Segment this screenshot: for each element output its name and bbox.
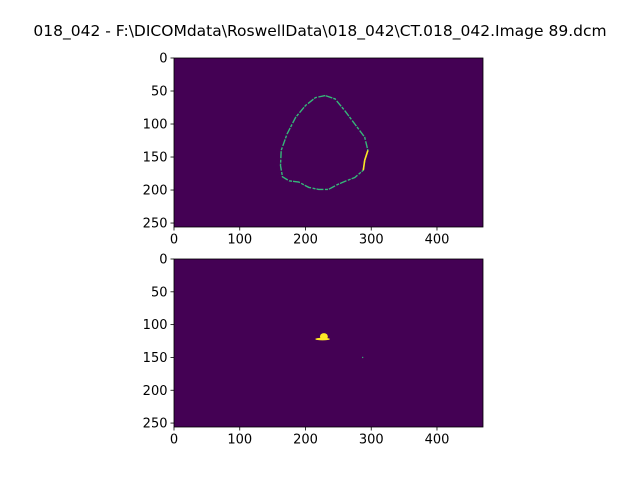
y-tick-label: 250 [143, 417, 168, 432]
x-tick-label: 300 [359, 433, 384, 448]
x-tick-label: 400 [425, 433, 450, 448]
x-tick-label: 200 [293, 233, 318, 248]
image-panel-bottom: 0 100 200 300 400 0 50 100 150 200 250 [143, 253, 484, 448]
y-tick-label: 100 [143, 318, 168, 333]
y-tick-label: 150 [143, 351, 168, 366]
y-tick-label: 0 [159, 253, 167, 268]
figure-title: 018_042 - F:\DICOMdata\RoswellData\018_0… [33, 22, 606, 41]
y-tick-label: 50 [151, 85, 168, 100]
y-tick-label: 250 [143, 217, 168, 232]
y-tick-label: 200 [143, 384, 168, 399]
image-background [174, 58, 483, 227]
blob-mark [315, 337, 330, 341]
x-tick-label: 100 [227, 433, 252, 448]
y-tick-label: 50 [151, 285, 168, 300]
axes-frame [173, 258, 484, 428]
y-tick-label: 0 [159, 52, 167, 67]
image-background [174, 259, 483, 427]
y-tick-label: 100 [143, 118, 168, 133]
contour-highlight [362, 150, 369, 171]
speck-mark [362, 356, 364, 359]
x-tick-label: 100 [227, 233, 252, 248]
x-tick-label: 0 [170, 233, 178, 248]
contour-outline [279, 94, 369, 191]
x-tick-label: 200 [293, 433, 318, 448]
x-tick-label: 300 [359, 233, 384, 248]
x-tick-label: 400 [425, 233, 450, 248]
x-tick-label: 0 [170, 433, 178, 448]
axes-frame [173, 57, 484, 228]
y-tick-label: 150 [143, 151, 168, 166]
image-panel-top: 0 100 200 300 400 0 50 100 150 200 250 [143, 52, 484, 248]
y-tick-label: 200 [143, 184, 168, 199]
